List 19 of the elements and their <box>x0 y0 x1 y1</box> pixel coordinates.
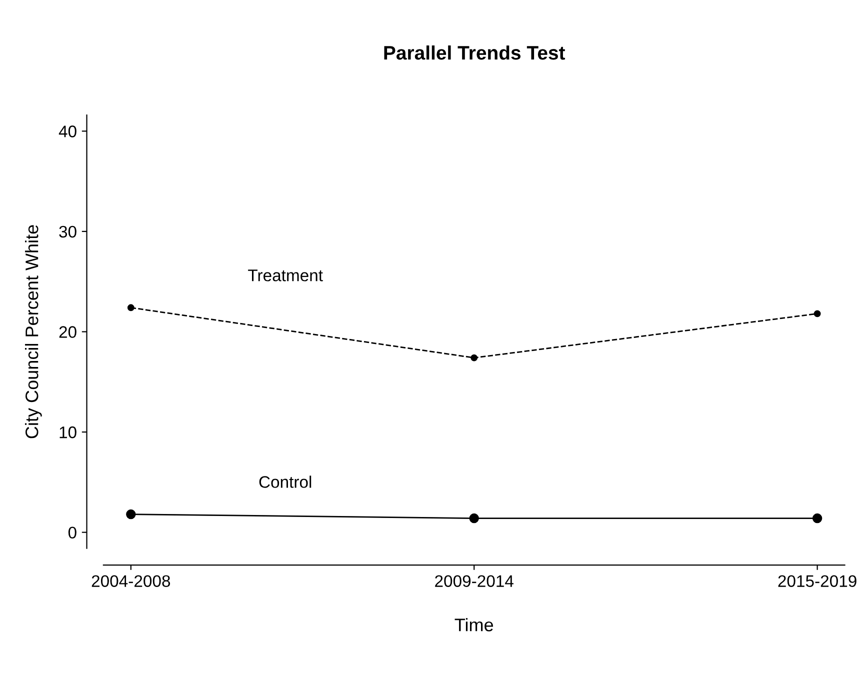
x-axis-title: Time <box>454 618 494 632</box>
x-tick-label: 2004-2008 <box>92 575 170 587</box>
series-label: Control <box>259 476 312 488</box>
point <box>814 310 821 318</box>
y-tick-label: 30 <box>59 226 76 238</box>
point <box>127 304 134 312</box>
text: Treatment <box>248 270 323 282</box>
y-tick-label: 0 <box>68 526 76 539</box>
x-tick-label: 2015-2019 <box>778 575 856 587</box>
point <box>469 513 479 524</box>
point <box>126 509 136 520</box>
point <box>470 354 478 362</box>
y-tick-label: 10 <box>60 426 76 438</box>
x-tick-label: 2009-2014 <box>435 575 514 587</box>
y-tick-label: 20 <box>59 326 76 338</box>
point <box>812 513 822 524</box>
y-axis-title: City Council Percent White <box>25 225 42 438</box>
chart-title: Parallel Trends Test <box>384 45 566 60</box>
y-tick-label: 40 <box>58 126 76 138</box>
